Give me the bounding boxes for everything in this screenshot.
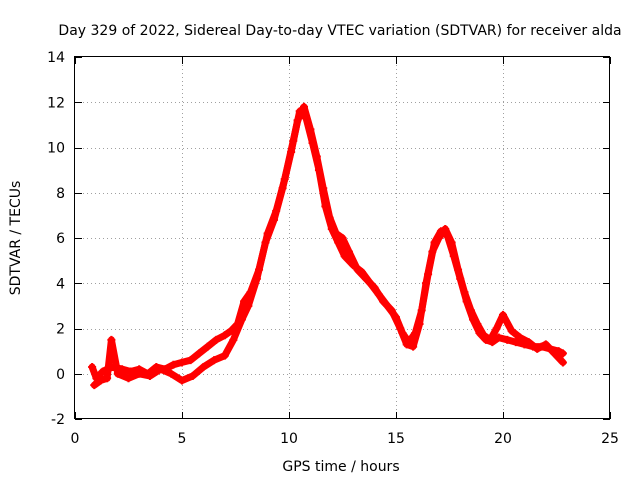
data-point [237,315,246,324]
data-point [533,344,542,353]
data-point [252,274,261,283]
data-point [270,215,279,224]
y-tick-label: 6 [56,231,65,247]
y-tick-label: 12 [47,95,65,111]
data-point [178,376,186,385]
data-point [524,338,533,347]
data-point [220,331,229,340]
data-point [178,358,186,367]
y-axis-title: SDTVAR / TECUs [8,181,24,296]
data-point [434,234,443,242]
y-tick-label: -2 [51,412,65,428]
data-point [306,125,315,134]
data-point [332,229,341,238]
data-point [473,319,482,328]
grid-lines [75,57,610,419]
data-point [338,234,347,242]
data-point [220,351,229,360]
data-point [558,349,567,358]
x-tick-label: 20 [494,431,512,447]
data-point [135,369,144,378]
data-point [492,324,501,333]
y-tick-label: 0 [56,367,65,383]
data-point [494,333,503,342]
chart-title: Day 329 of 2022, Sidereal Day-to-day VTE… [58,23,621,39]
data-point [344,247,353,256]
data-point [370,283,379,292]
data-series [88,102,567,390]
data-point [541,340,550,349]
data-point [113,369,122,378]
x-tick-label: 0 [71,431,80,447]
data-point [293,116,302,125]
data-point [88,362,97,371]
data-point [379,297,388,306]
data-point [244,301,253,310]
data-point [447,238,456,247]
data-point [186,356,195,365]
data-point [278,184,287,193]
x-tick-labels: 0 5 10 15 20 25 [71,431,619,447]
data-point [499,310,507,319]
data-point [287,148,296,157]
data-point [325,213,334,222]
data-point [199,362,208,371]
data-point [511,338,520,347]
data-point [507,326,516,335]
data-point [441,224,450,233]
data-point [415,319,424,328]
y-tick-label: 4 [56,276,65,292]
data-point [353,265,362,274]
data-point [261,238,270,247]
data-point [96,376,105,385]
data-point [486,335,495,344]
x-tick-label: 10 [280,431,298,447]
data-point [387,306,396,315]
data-point [421,279,430,288]
x-tick-label: 15 [387,431,405,447]
data-point [195,349,204,358]
data-point [107,335,116,344]
data-point [409,342,418,351]
data-point [558,358,567,367]
data-point [428,247,437,256]
data-point [203,342,212,351]
y-tick-label: 14 [47,50,65,66]
data-point [103,374,112,383]
data-point [516,333,525,342]
data-point [212,335,221,344]
data-point [396,324,405,333]
data-point [90,381,99,390]
axis-ticks [75,57,611,420]
data-point [550,349,559,358]
x-axis-title: GPS time / hours [282,459,399,475]
y-tick-label: 10 [47,141,65,157]
data-point [229,335,238,344]
data-point [479,331,488,340]
data-point [362,274,371,283]
plot-frame [74,56,610,419]
data-point [169,360,178,369]
y-tick-label: 8 [56,186,65,202]
data-point [167,369,176,378]
data-point [299,102,308,111]
data-point [145,372,154,381]
data-point [188,372,197,381]
data-point [312,152,321,161]
data-point [460,288,469,297]
data-point [319,184,328,193]
y-tick-label: 2 [56,322,65,338]
data-point [210,356,219,365]
y-tick-labels: -2 0 2 4 6 8 10 12 14 [47,50,65,428]
x-tick-label: 25 [601,431,619,447]
data-point [156,365,165,374]
data-point [402,340,411,349]
data-point [466,306,475,315]
x-tick-label: 5 [178,431,187,447]
data-point [454,265,463,274]
data-point [124,374,133,383]
data-point [503,335,512,344]
